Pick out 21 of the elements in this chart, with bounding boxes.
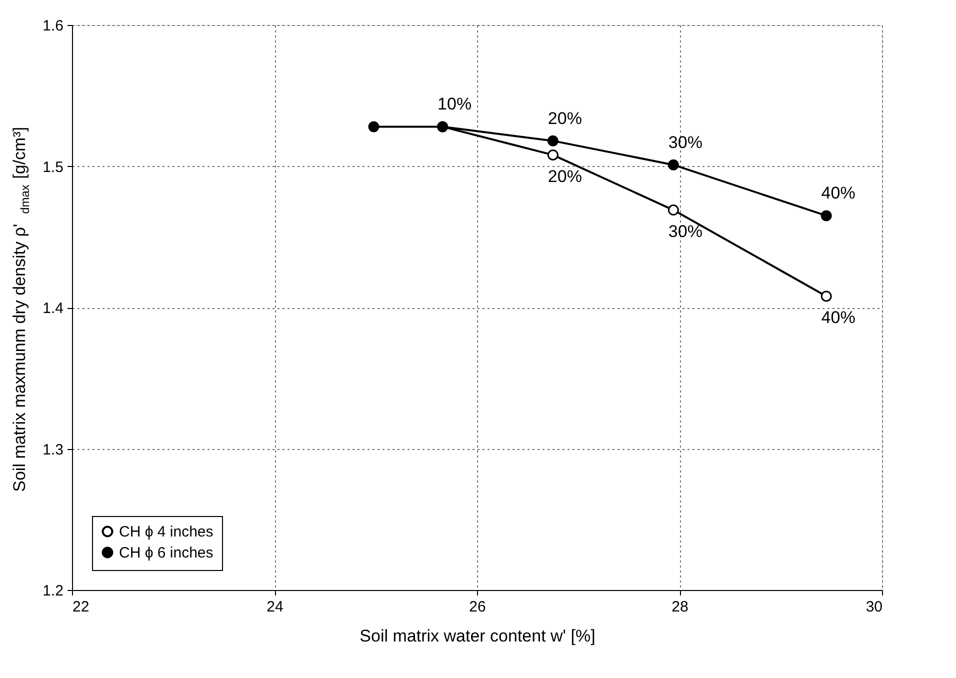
x-tick-label: 30 [866, 598, 882, 616]
annotation: 30% [668, 222, 702, 242]
annotation: 40% [821, 308, 856, 328]
x-tick-label: 24 [266, 598, 284, 616]
annotation: 30% [668, 132, 702, 152]
legend-label: CH ϕ 6 inches [119, 544, 214, 562]
y-axis-title: Soil matrix maxmunm dry density ρ'dmax [g/cm³] [10, 126, 32, 492]
annotation: 10% [438, 94, 472, 114]
y-tick-label: 1.4 [42, 300, 64, 317]
y-tick-label: 1.6 [42, 18, 64, 34]
annotation: 20% [548, 166, 582, 186]
x-tick-label: 28 [672, 598, 688, 616]
annotation: 40% [821, 184, 856, 203]
x-axis-title: Soil matrix water content w' [%] [360, 626, 596, 646]
x-tick-label: 22 [72, 598, 90, 616]
annotation: 20% [548, 108, 582, 128]
y-tick-label: 1.3 [42, 441, 64, 458]
x-tick-label: 26 [469, 598, 486, 616]
legend-label: CH ϕ 4 inches [119, 524, 214, 540]
y-tick-label: 1.5 [42, 158, 64, 176]
y-tick-label: 1.2 [42, 582, 64, 600]
